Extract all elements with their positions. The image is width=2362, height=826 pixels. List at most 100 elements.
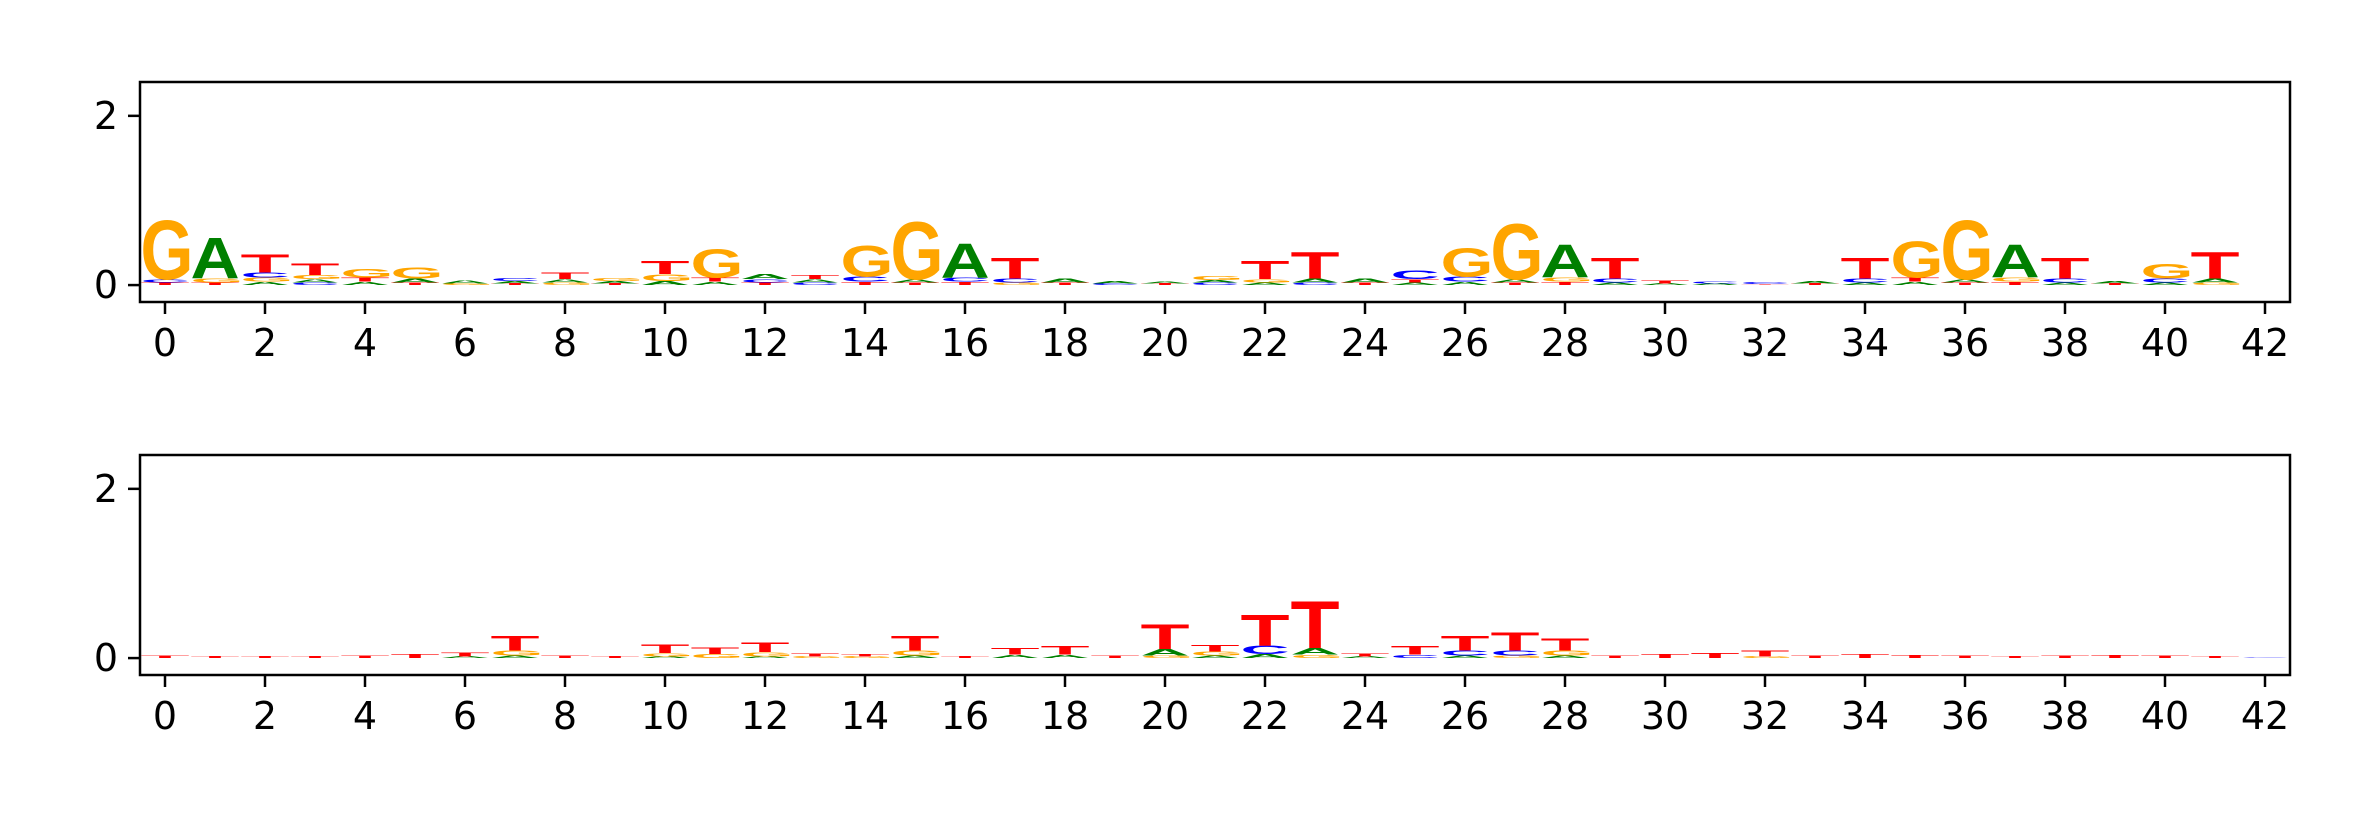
logo-letter-t: T [2191,656,2240,659]
logo-letter-a: A [391,277,440,284]
x-tick-label: 2 [253,321,277,365]
logo-letter-t: T [291,260,340,278]
logo-letter-g: G [1891,230,1944,288]
logo-letter-t: T [1341,652,1390,657]
logo-letter-t: T [1541,635,1590,655]
logo-letter-a: A [1541,655,1590,659]
logo-letter-t: T [2091,654,2140,659]
x-tick-label: 14 [841,694,889,738]
logo-letter-t: T [891,632,940,655]
logo-letter-t: T [1741,649,1790,658]
x-tick-label: 2 [253,694,277,738]
x-tick-label: 32 [1741,694,1789,738]
logo-letter-a: A [991,654,1040,659]
logo-letter-a: A [2091,280,2140,284]
logo-letter-a: A [891,655,940,659]
logo-letter-c: C [1091,283,1140,286]
x-tick-label: 38 [2041,694,2089,738]
logo-letter-a: A [691,281,740,286]
y-axis: 02 [94,467,140,680]
logo-letter-a: A [641,656,690,659]
logo-letter-t: T [241,656,290,659]
logo-letter-t: T [1791,283,1840,286]
logo-letter-t: T [491,283,540,286]
logo-letter-a: A [441,656,490,659]
x-tick-label: 22 [1241,694,1289,738]
logo-letter-a: A [1041,277,1090,284]
logo-letter-t: T [1941,282,1990,286]
logo-letter-c: C [1291,282,1340,286]
logo-letter-a: A [941,233,990,289]
logo-letter-t: T [1491,282,1540,286]
logo-letter-g: G [1991,276,2044,283]
logo-letter-t: T [1441,632,1490,655]
logo-letter-g: G [291,274,344,281]
logo-letter-t: T [391,653,440,660]
logo-letter-a: A [2041,282,2090,286]
x-tick-label: 30 [1641,321,1689,365]
logo-letter-a: A [191,226,240,292]
logo-letter-t: T [1841,653,1890,660]
logo-letter-a: A [341,281,390,286]
x-tick-label: 36 [1941,321,1989,365]
x-tick-label: 36 [1941,694,1989,738]
logo-letter-g: G [391,265,444,282]
logo-letter-t: T [541,271,590,282]
logo-letter-a: A [1541,236,1590,288]
logo-letter-a: A [241,281,290,286]
x-tick-label: 10 [641,694,689,738]
logo-letter-t: T [841,281,890,286]
logo-letter-t: T [1241,256,1290,285]
logo-letter-g: G [791,656,844,659]
logo-letter-t: T [1341,282,1390,286]
logo-letter-a: A [1091,280,1140,284]
logo-letter-g: G [241,276,294,283]
logo-letter-t: T [741,640,790,656]
logo-letter-a: A [1591,282,1640,286]
logo-letter-g: G [1541,649,1594,657]
y-tick-label: 0 [94,636,118,680]
logo-letter-t: T [1841,252,1890,285]
logo-letter-g: G [191,277,244,284]
y-axis: 02 [94,94,140,307]
logo-letter-t: T [1291,245,1340,287]
x-tick-label: 26 [1441,321,1489,365]
x-tick-label: 18 [1041,321,1089,365]
logo-letter-t: T [1791,655,1840,659]
x-tick-label: 22 [1241,321,1289,365]
logo-letter-t: T [841,653,890,657]
logo-letter-t: T [991,252,1040,285]
logo-letter-t: T [1741,284,1790,285]
logo-letter-c: C [741,278,790,283]
logo-letter-a: A [1341,656,1390,659]
logo-letter-c: C [291,282,340,286]
logo-letter-g: G [2191,282,2244,286]
x-tick-label: 20 [1141,321,1189,365]
logo-letter-a: A [1441,281,1490,286]
logo-letter-a: A [1141,281,1190,284]
axes-frame [138,80,2292,304]
logo-letter-c: C [841,275,890,283]
logo-letter-t: T [1591,252,1640,285]
logo-letter-c: C [1841,277,1890,284]
logo-letter-t: T [2141,655,2190,659]
logo-letter-g: G [141,203,194,298]
logo-letter-g: G [691,240,744,286]
logo-letter-a: A [491,280,540,284]
logo-letter-g: G [841,656,894,659]
logo-letter-a: A [1041,654,1090,659]
x-tick-label: 18 [1041,694,1089,738]
logo-letter-t: T [641,643,690,656]
logo-letter-a: A [2141,282,2190,286]
x-axis: 0 2 4 6 8 10 12 14 16 18 20 22 24 26 28 30 32 34 36 38 40 42 [153,302,2289,365]
logo-letter-a: A [1791,280,1840,284]
logo-letter-t: T [991,646,1040,657]
logo-letter-a: A [1191,655,1240,659]
logo-letter-a: A [641,280,690,287]
x-tick-label: 10 [641,321,689,365]
